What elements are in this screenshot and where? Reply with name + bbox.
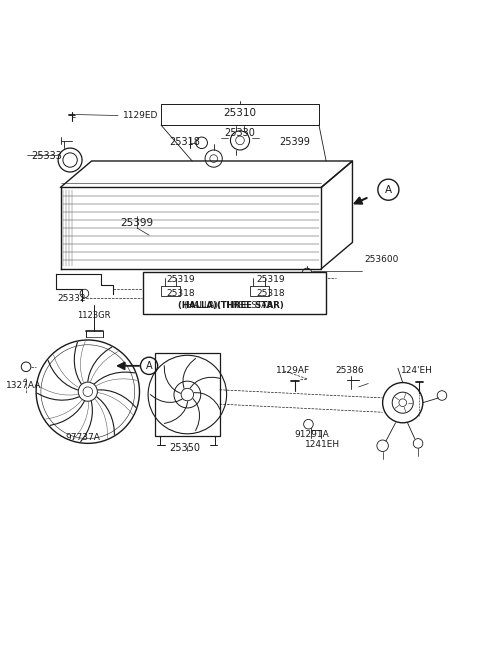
Text: 91291A: 91291A bbox=[294, 430, 329, 440]
Text: A: A bbox=[146, 361, 152, 371]
Text: 25318: 25318 bbox=[257, 288, 286, 298]
Text: 25310: 25310 bbox=[224, 108, 256, 118]
Text: 1241EH: 1241EH bbox=[305, 440, 340, 449]
Text: (HALLA)(THREE STAR): (HALLA)(THREE STAR) bbox=[178, 301, 283, 310]
Text: 97737A: 97737A bbox=[66, 433, 100, 442]
Text: 1129AF: 1129AF bbox=[276, 366, 310, 374]
Text: 25333: 25333 bbox=[31, 151, 62, 161]
Text: 25399: 25399 bbox=[280, 137, 311, 147]
Text: (HALLA)(THREE STAR): (HALLA)(THREE STAR) bbox=[184, 301, 276, 310]
Text: 1327AA: 1327AA bbox=[6, 382, 41, 390]
Text: 25350: 25350 bbox=[169, 443, 201, 453]
Text: 25318: 25318 bbox=[166, 288, 194, 298]
Text: 25318: 25318 bbox=[169, 137, 200, 147]
Text: 25332: 25332 bbox=[57, 294, 86, 303]
Bar bbox=[161, 286, 180, 296]
Text: 25399: 25399 bbox=[120, 218, 154, 228]
Text: 1123GR: 1123GR bbox=[77, 311, 111, 320]
Text: 25319: 25319 bbox=[166, 275, 194, 284]
Text: 124'EH: 124'EH bbox=[401, 366, 433, 374]
Text: A: A bbox=[385, 185, 392, 194]
Text: 25386: 25386 bbox=[336, 366, 364, 374]
Text: 253600: 253600 bbox=[364, 255, 399, 263]
Bar bbox=[250, 286, 269, 296]
Text: 25330: 25330 bbox=[225, 128, 255, 138]
Text: 1129ED: 1129ED bbox=[123, 110, 158, 120]
Bar bbox=[155, 353, 220, 436]
Text: 25319: 25319 bbox=[257, 275, 286, 284]
Bar bbox=[144, 272, 326, 314]
